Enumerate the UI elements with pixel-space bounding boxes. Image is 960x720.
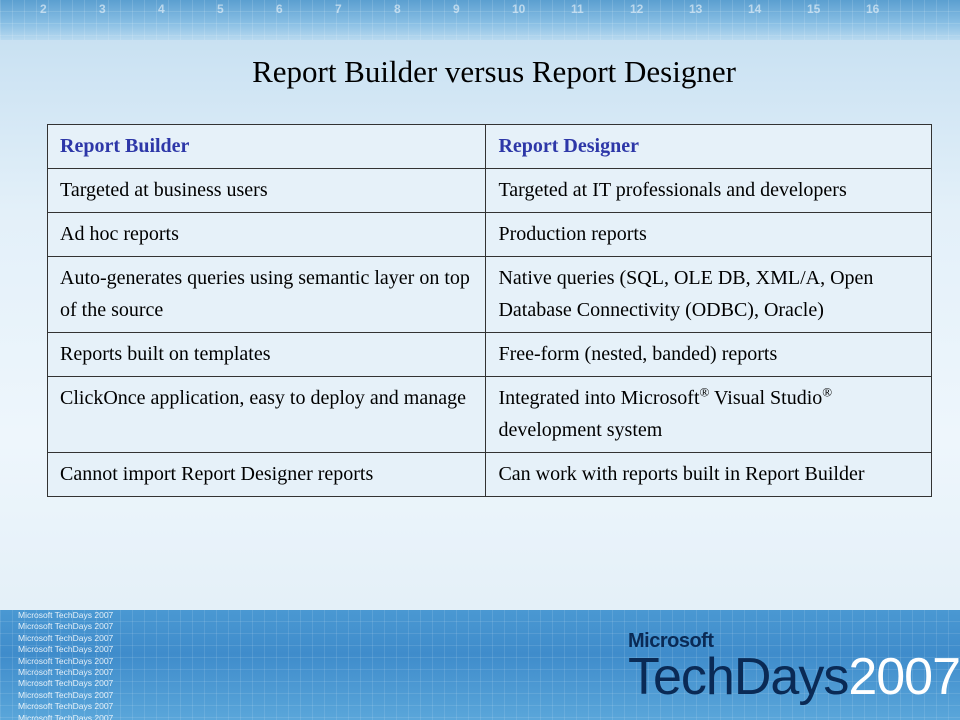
ruler-number: 16 (866, 2, 880, 16)
watermark-line: Microsoft TechDays 2007 (18, 655, 114, 666)
table-row: Ad hoc reports Production reports (46, 212, 932, 257)
logo-microsoft: Microsoft (628, 630, 714, 652)
logo-techdays: TechDays2007 (628, 651, 960, 703)
ruler-number: 5 (217, 2, 224, 16)
cell-builder: Reports built on templates (46, 332, 487, 377)
cell-designer: Targeted at IT professionals and develop… (485, 168, 932, 213)
logo-year: 2007 (848, 648, 960, 706)
watermark-line: Microsoft TechDays 2007 (18, 701, 114, 712)
cell-designer: Free-form (nested, banded) reports (485, 332, 932, 377)
table-row: Targeted at business users Targeted at I… (46, 168, 932, 213)
band-grid-pattern (0, 610, 960, 720)
ruler-number: 12 (630, 2, 644, 16)
cell-builder: Ad hoc reports (46, 212, 487, 257)
table-row: Cannot import Report Designer reports Ca… (46, 452, 932, 497)
watermark-line: Microsoft TechDays 2007 (18, 678, 114, 689)
table-header-row: Report Builder Report Designer (46, 124, 932, 169)
ruler-number: 2 (40, 2, 47, 16)
ruler-numbers: 2 3 4 5 6 7 8 9 10 11 12 13 14 15 16 (0, 2, 960, 20)
ruler-number: 6 (276, 2, 283, 16)
ruler-number: 14 (748, 2, 762, 16)
cell-designer: Integrated into Microsoft® Visual Studio… (485, 376, 932, 453)
header-report-builder: Report Builder (46, 124, 487, 169)
watermark-line: Microsoft TechDays 2007 (18, 621, 114, 632)
ruler-number: 10 (512, 2, 526, 16)
band-grid-pattern (0, 0, 960, 40)
watermark-line: Microsoft TechDays 2007 (18, 667, 114, 678)
watermark-text-stack: Microsoft TechDays 2007 Microsoft TechDay… (18, 610, 138, 720)
ruler-number: 4 (158, 2, 165, 16)
designer-text-part2: Visual Studio (709, 387, 823, 409)
watermark-line: Microsoft TechDays 2007 (18, 644, 114, 655)
cell-designer: Production reports (485, 212, 932, 257)
slide-title: Report Builder versus Report Designer (252, 54, 736, 89)
top-decorative-band: 2 3 4 5 6 7 8 9 10 11 12 13 14 15 16 (0, 0, 960, 40)
registered-mark: ® (699, 384, 710, 400)
bottom-decorative-band: Microsoft TechDays 2007 Microsoft TechDay… (0, 610, 960, 720)
cell-builder: ClickOnce application, easy to deploy an… (46, 376, 487, 453)
watermark-line: Microsoft TechDays 2007 (18, 689, 114, 700)
table-row: Auto-generates queries using semantic la… (46, 256, 932, 333)
ruler-number: 11 (571, 2, 584, 16)
logo-techdays-word: TechDays (628, 648, 849, 706)
ruler-number: 13 (689, 2, 703, 16)
table-row: ClickOnce application, easy to deploy an… (46, 376, 932, 453)
header-report-designer: Report Designer (485, 124, 932, 169)
ruler-number: 7 (335, 2, 342, 16)
designer-text-part3: development system (498, 419, 663, 441)
watermark-line: Microsoft TechDays 2007 (18, 712, 114, 720)
cell-builder: Targeted at business users (46, 168, 487, 213)
cell-builder: Auto-generates queries using semantic la… (46, 256, 487, 333)
comparison-table: Report Builder Report Designer Targeted … (46, 124, 932, 497)
watermark-line: Microsoft TechDays 2007 (18, 610, 114, 620)
ruler-number: 8 (394, 2, 401, 16)
techdays-logo: Microsoft TechDays2007 (628, 630, 960, 703)
registered-mark: ® (822, 384, 833, 400)
designer-text-part1: Integrated into Microsoft (498, 387, 700, 409)
cell-designer: Can work with reports built in Report Bu… (485, 452, 932, 497)
ruler-number: 15 (807, 2, 821, 16)
table-row: Reports built on templates Free-form (ne… (46, 332, 932, 377)
watermark-line: Microsoft TechDays 2007 (18, 632, 114, 643)
cell-builder: Cannot import Report Designer reports (46, 452, 487, 497)
ruler-number: 9 (453, 2, 460, 16)
cell-designer: Native queries (SQL, OLE DB, XML/A, Open… (485, 256, 932, 333)
ruler-number: 3 (99, 2, 106, 16)
